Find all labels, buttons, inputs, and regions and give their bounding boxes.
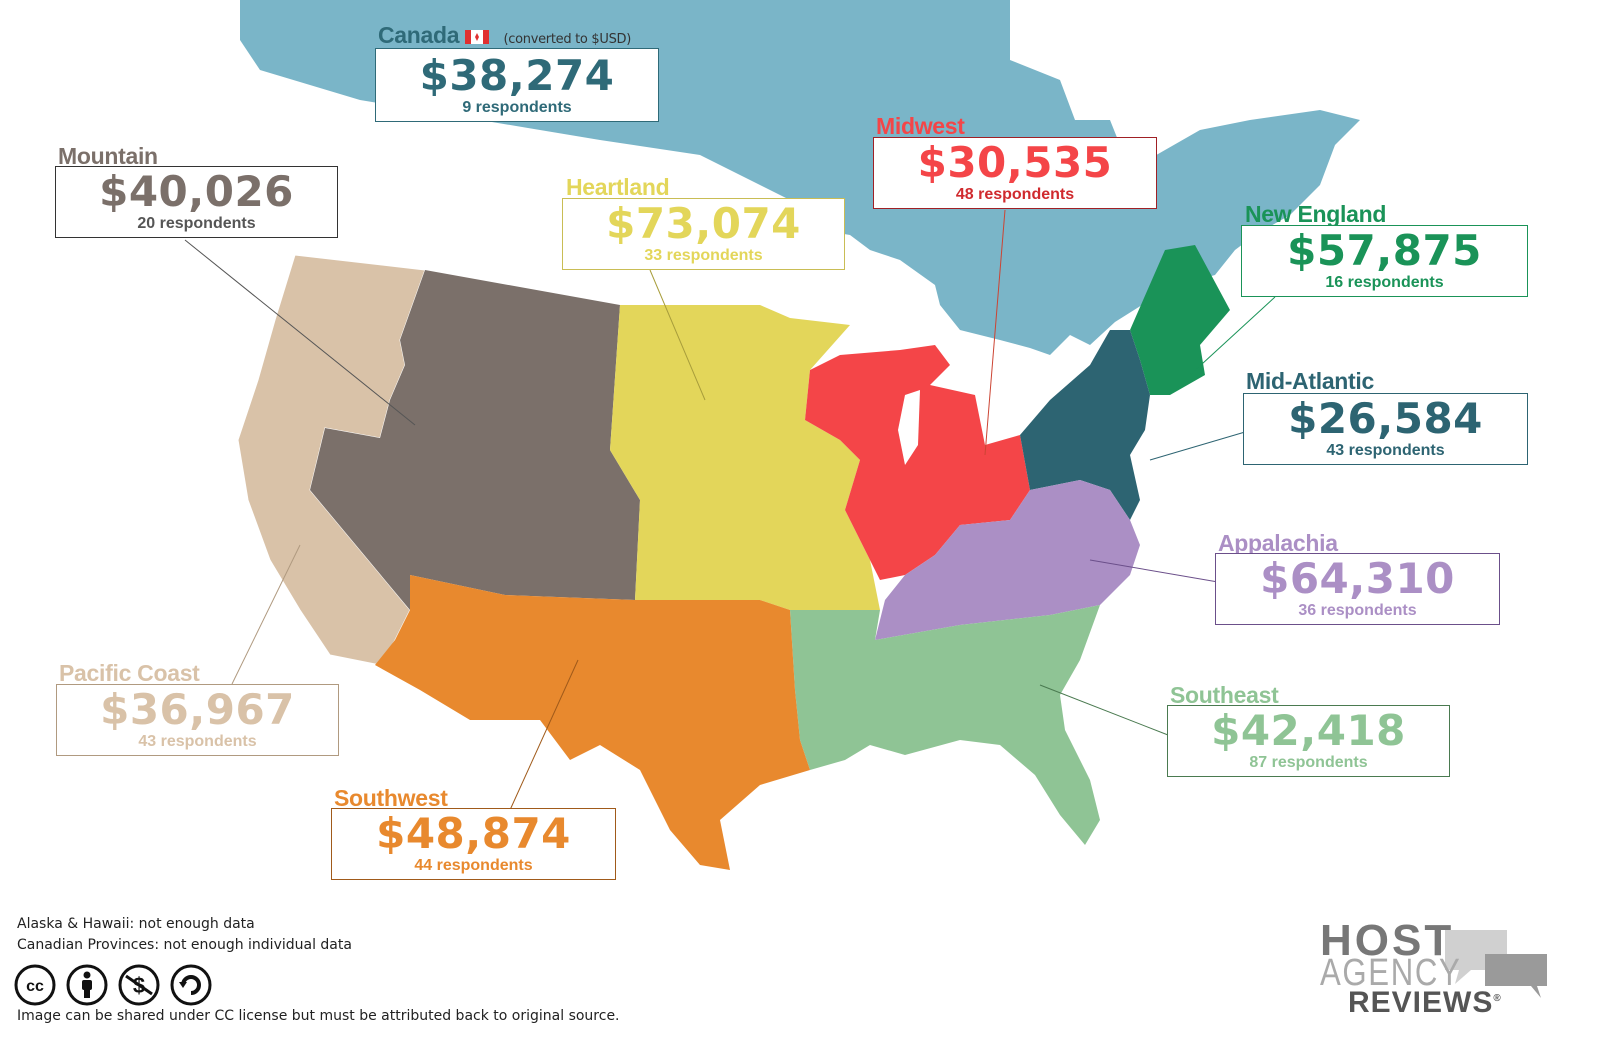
southwest-amount: $48,874 [376, 809, 571, 858]
southeast-amount: $42,418 [1211, 706, 1406, 755]
region-mid-atlantic-shape [1020, 330, 1150, 520]
midwest-callout: $30,535 48 respondents [873, 137, 1157, 209]
appalachia-amount: $64,310 [1260, 554, 1455, 603]
logo-host: HOST [1320, 916, 1455, 965]
southeast-respondents: 87 respondents [1249, 754, 1368, 771]
appalachia-callout: $64,310 36 respondents [1215, 553, 1500, 625]
logo-registered-mark: ® [1493, 993, 1502, 1004]
speech-bubbles-icon [1445, 930, 1547, 998]
region-appalachia-shape [875, 480, 1140, 640]
attribution-icon [66, 964, 108, 1006]
new-england-amount: $57,875 [1287, 226, 1482, 275]
leader-mountain [184, 239, 416, 426]
mid-atlantic-respondents: 43 respondents [1326, 442, 1445, 459]
midwest-label: Midwest [876, 113, 965, 139]
southeast-callout: $42,418 87 respondents [1167, 705, 1450, 777]
leader-new-england [1189, 296, 1276, 376]
pacific-coast-callout: $36,967 43 respondents [56, 684, 339, 756]
pacific-coast-label: Pacific Coast [59, 660, 200, 686]
southwest-callout: $48,874 44 respondents [331, 808, 616, 880]
heartland-amount: $73,074 [606, 199, 801, 248]
lake-michigan [898, 390, 920, 465]
sharealike-icon [170, 964, 212, 1006]
license-icons: cc $ [14, 964, 212, 1006]
mid-atlantic-label: Mid-Atlantic [1246, 368, 1374, 394]
cc-icon: cc [14, 964, 56, 1006]
note-alaska-hawaii: Alaska & Hawaii: not enough data [17, 916, 255, 932]
mid-atlantic-amount: $26,584 [1288, 394, 1483, 443]
southeast-label: Southeast [1170, 682, 1279, 708]
note-canadian-provinces: Canadian Provinces: not enough individua… [17, 937, 352, 953]
region-southwest-shape [375, 575, 810, 870]
leader-mid-atlantic [1149, 431, 1246, 461]
pacific-coast-respondents: 43 respondents [138, 733, 257, 750]
mountain-respondents: 20 respondents [137, 215, 256, 232]
heartland-respondents: 33 respondents [644, 247, 763, 264]
leader-southeast [1039, 684, 1169, 736]
leader-appalachia [1089, 559, 1219, 583]
canada-note: (converted to $USD) [503, 32, 632, 47]
host-agency-reviews-logo: HOST AGENCY REVIEWS® [1320, 916, 1570, 1040]
southwest-label: Southwest [334, 785, 448, 811]
logo-agency: AGENCY [1320, 952, 1462, 994]
region-southeast-shape [790, 605, 1100, 845]
svg-text:cc: cc [26, 978, 44, 995]
license-note: Image can be shared under CC license but… [17, 1008, 620, 1024]
region-midwest-shape [805, 345, 1030, 580]
mountain-amount: $40,026 [99, 167, 294, 216]
canada-amount: $38,274 [419, 51, 615, 100]
new-england-respondents: 16 respondents [1325, 274, 1444, 291]
pacific-coast-amount: $36,967 [100, 685, 295, 734]
midwest-amount: $30,535 [917, 138, 1113, 187]
noncommercial-icon: $ [118, 964, 160, 1006]
logo-reviews-text: REVIEWS [1348, 986, 1494, 1019]
appalachia-label: Appalachia [1218, 530, 1338, 556]
heartland-label: Heartland [566, 174, 670, 200]
mountain-callout: $40,026 20 respondents [55, 166, 338, 238]
leader-pacific [231, 544, 301, 685]
canada-flag-icon [465, 29, 490, 44]
canada-callout: $38,274 9 respondents [375, 48, 659, 122]
region-heartland-shape [610, 305, 880, 610]
appalachia-respondents: 36 respondents [1298, 602, 1417, 619]
logo-reviews: REVIEWS® [1348, 986, 1502, 1020]
region-new-england-shape [1130, 245, 1230, 395]
southwest-respondents: 44 respondents [414, 857, 533, 874]
mid-atlantic-callout: $26,584 43 respondents [1243, 393, 1528, 465]
canada-name: Canada [378, 22, 460, 48]
mountain-label: Mountain [58, 143, 158, 169]
leader-heartland [649, 269, 706, 401]
canada-respondents: 9 respondents [462, 99, 572, 116]
midwest-respondents: 48 respondents [955, 186, 1075, 203]
leader-midwest [984, 209, 1006, 456]
canada-label: Canada (converted to $USD) [378, 22, 631, 49]
leader-southwest [509, 659, 579, 811]
heartland-callout: $73,074 33 respondents [562, 198, 845, 270]
new-england-callout: $57,875 16 respondents [1241, 225, 1528, 297]
new-england-label: New England [1245, 201, 1387, 227]
leader-lines [184, 209, 1276, 811]
region-mountain-shape [310, 270, 640, 610]
